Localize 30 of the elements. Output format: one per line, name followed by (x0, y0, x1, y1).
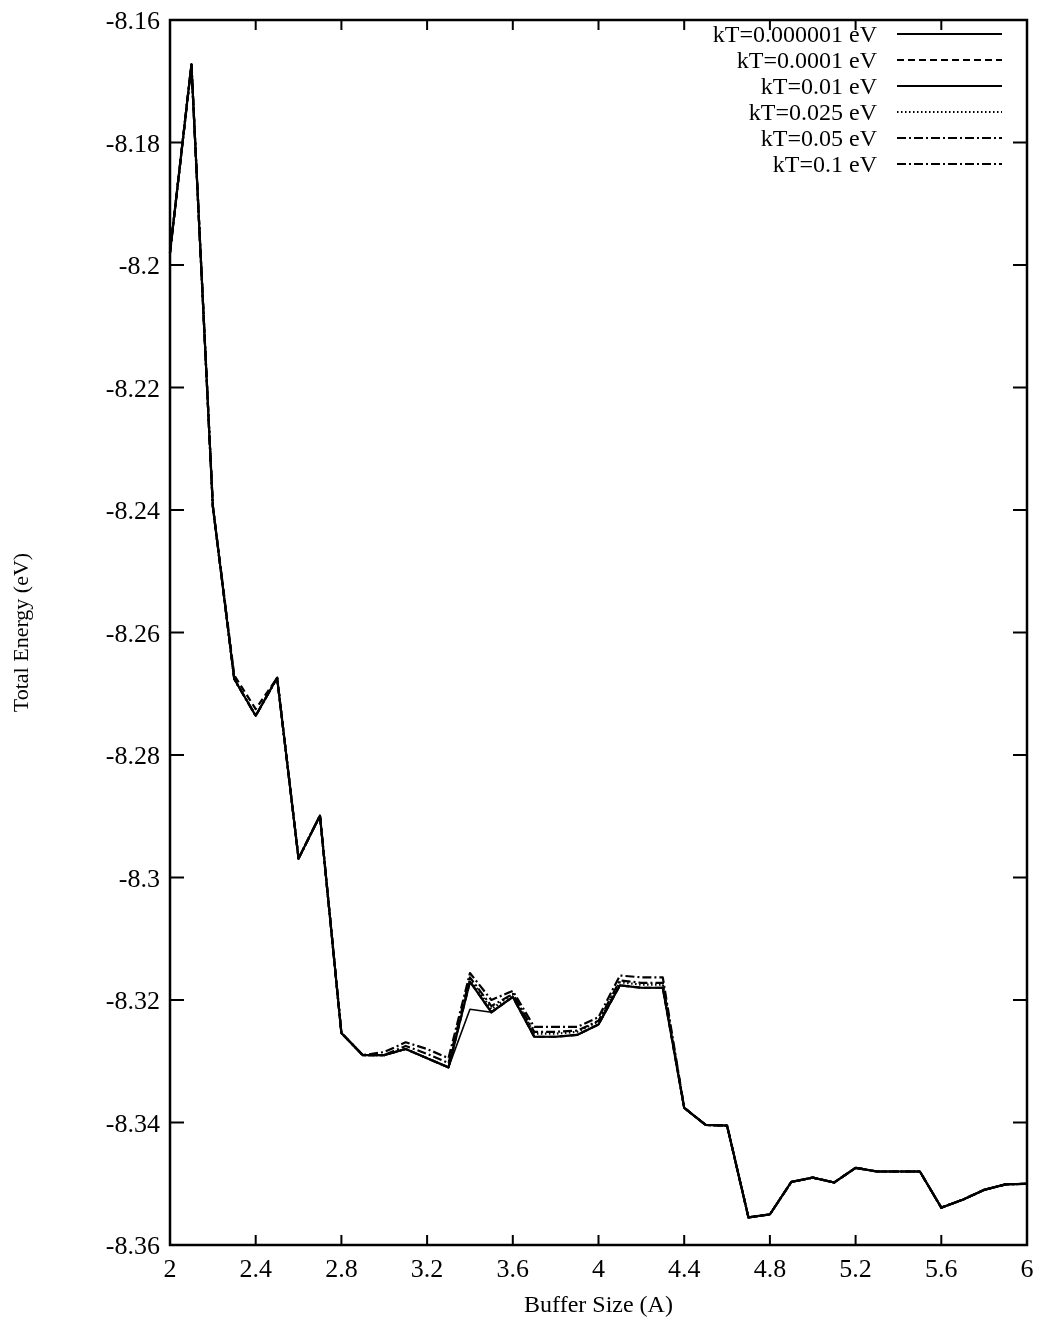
x-tick-label: 4.8 (753, 1254, 787, 1283)
legend-label: kT=0.0001 eV (736, 47, 878, 74)
y-tick-label: -8.3 (118, 863, 160, 893)
y-tick-label: -8.32 (105, 986, 160, 1016)
x-tick-label: 3.6 (496, 1254, 530, 1283)
y-tick-label: -8.18 (105, 128, 160, 158)
x-tick-label: 5.2 (839, 1254, 872, 1283)
legend-label: kT=0.05 eV (760, 125, 878, 152)
legend-label: kT=0.01 eV (760, 73, 878, 100)
y-tick-label: -8.34 (105, 1108, 160, 1138)
y-tick-label: -8.36 (105, 1231, 160, 1261)
x-axis-title: Buffer Size (A) (524, 1291, 673, 1317)
x-tick-label: 4 (592, 1254, 605, 1283)
y-tick-label: -8.22 (105, 373, 160, 403)
legend-label: kT=0.025 eV (748, 99, 878, 126)
y-tick-label: -8.26 (105, 618, 160, 648)
x-tick-label: 4.4 (667, 1254, 701, 1283)
legend-label: kT=0.1 eV (772, 151, 878, 178)
y-axis-title: Total Energy (eV) (8, 552, 33, 713)
x-tick-label: 2.8 (325, 1254, 358, 1283)
x-tick-label: 2 (163, 1254, 177, 1283)
x-tick-label: 2.4 (239, 1254, 272, 1283)
y-tick-label: -8.28 (105, 741, 160, 771)
x-tick-label: 5.6 (925, 1254, 958, 1283)
x-tick-label: 6 (1020, 1254, 1034, 1283)
legend-label: kT=0.000001 eV (712, 21, 878, 48)
y-tick-label: -8.2 (118, 251, 160, 281)
y-tick-label: -8.24 (105, 496, 160, 526)
x-tick-label: 3.2 (410, 1254, 444, 1283)
y-tick-label: -8.16 (105, 6, 160, 36)
